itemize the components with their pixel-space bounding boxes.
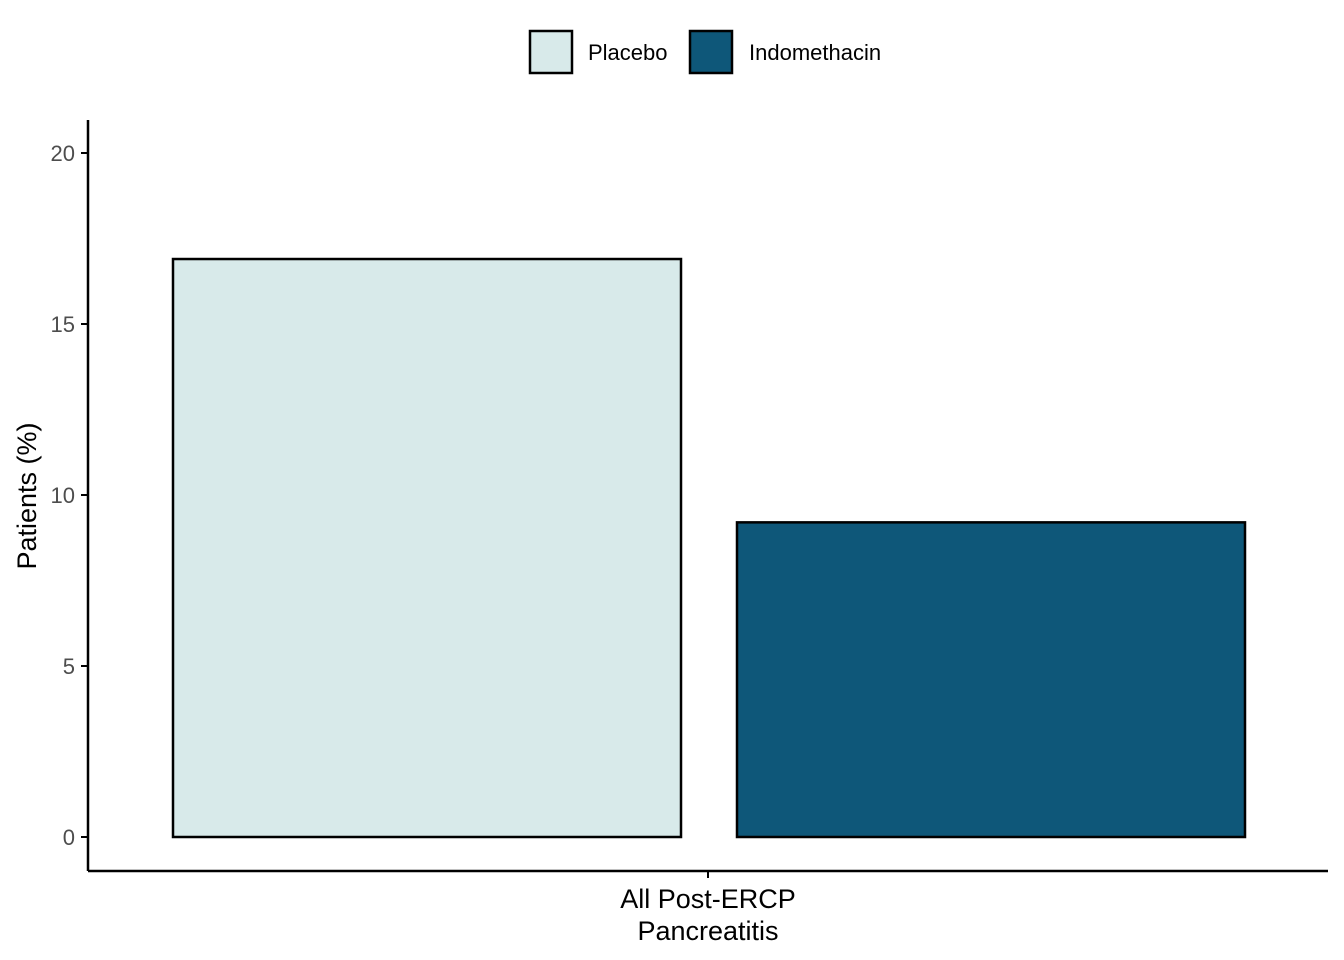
y-tick-label: 5 bbox=[63, 654, 75, 679]
legend-key-placebo bbox=[528, 29, 574, 75]
legend-label-placebo: Placebo bbox=[588, 40, 668, 65]
x-tick-label: All Post-ERCP Pancreatitis bbox=[620, 884, 796, 946]
y-tick-label: 20 bbox=[51, 141, 75, 166]
legend: Placebo Indomethacin bbox=[528, 29, 881, 75]
y-tick-label: 0 bbox=[63, 825, 75, 850]
legend-key-indomethacin bbox=[688, 29, 734, 75]
bar-indomethacin bbox=[735, 521, 1247, 839]
y-tick-label: 10 bbox=[51, 483, 75, 508]
legend-label-indomethacin: Indomethacin bbox=[749, 40, 881, 65]
x-ticks-group: All Post-ERCP Pancreatitis bbox=[620, 871, 796, 946]
y-axis-title: Patients (%) bbox=[12, 422, 42, 569]
bar-placebo bbox=[171, 257, 683, 839]
y-tick-label: 15 bbox=[51, 312, 75, 337]
bars-group bbox=[171, 257, 1247, 839]
y-ticks-group: 0 5 10 15 20 bbox=[51, 141, 88, 850]
